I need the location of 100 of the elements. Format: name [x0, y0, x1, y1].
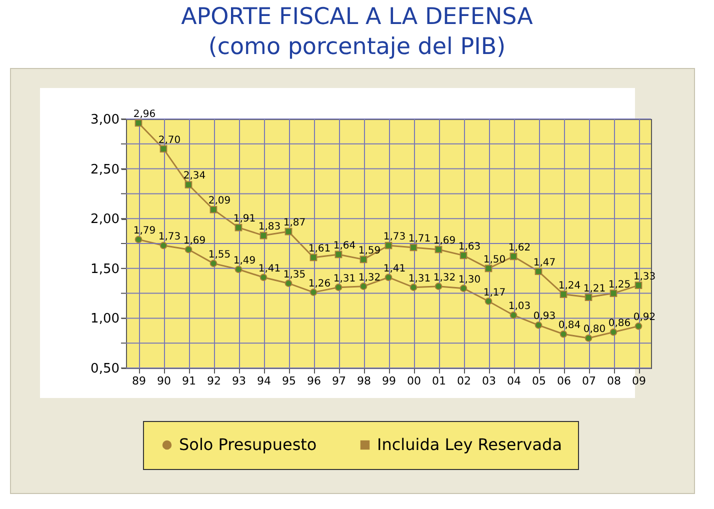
- point: [560, 290, 568, 298]
- data-label: 1,41: [383, 263, 406, 274]
- data-label: 1,69: [433, 235, 456, 246]
- point: [184, 181, 192, 188]
- point: [234, 266, 242, 274]
- point: [534, 322, 542, 329]
- data-label: 1,64: [333, 240, 356, 252]
- x-tick-label: 94: [257, 374, 271, 388]
- data-label: 1,62: [508, 242, 531, 254]
- point: [260, 232, 268, 240]
- data-label: 1,59: [358, 245, 381, 256]
- point: [484, 264, 492, 272]
- data-label: 1,31: [333, 273, 356, 284]
- data-label: 0,93: [533, 311, 556, 322]
- x-tick-label: 92: [207, 374, 221, 388]
- point: [460, 284, 468, 292]
- data-label: 1,35: [283, 269, 306, 280]
- point: [134, 119, 142, 127]
- x-tick-label: 02: [457, 374, 471, 388]
- x-tick-label: 06: [557, 374, 571, 388]
- data-label: 1,91: [233, 214, 256, 225]
- data-label: 1,25: [608, 279, 631, 290]
- y-tick-label: 1,50: [90, 262, 120, 277]
- point: [610, 328, 618, 336]
- x-tick-label: 98: [357, 374, 371, 388]
- y-tick-label: 3,00: [90, 112, 120, 128]
- data-label: 1,17: [483, 287, 506, 298]
- y-tick-label: 1,00: [90, 312, 120, 327]
- point: [360, 282, 368, 290]
- data-label: 1,73: [158, 231, 181, 242]
- point: [260, 274, 268, 282]
- point: [584, 294, 592, 301]
- data-label: 1,55: [208, 249, 231, 260]
- x-tick-label: 08: [607, 374, 621, 388]
- x-tick-label: 90: [157, 374, 171, 388]
- point: [334, 250, 342, 258]
- legend-label: Solo Presupuesto: [179, 435, 317, 454]
- data-label: 2,09: [208, 196, 231, 207]
- data-label: 0,84: [558, 320, 581, 332]
- point: [310, 288, 318, 296]
- data-label: 1,32: [433, 272, 456, 284]
- point: [210, 260, 218, 268]
- point: [334, 284, 342, 291]
- x-tick-label: 89: [132, 374, 146, 388]
- x-tick-label: 07: [582, 374, 596, 388]
- legend-label: Incluida Ley Reservada: [377, 435, 562, 454]
- point: [360, 256, 368, 264]
- data-label: 1,61: [308, 243, 331, 254]
- data-label: 1,24: [558, 280, 581, 292]
- data-label: 1,32: [358, 272, 381, 284]
- data-label: 1,71: [408, 233, 431, 244]
- data-label: 1,83: [258, 222, 281, 233]
- point: [284, 280, 292, 287]
- data-label: 1,21: [583, 283, 606, 294]
- point: [560, 330, 568, 338]
- point: [584, 334, 592, 342]
- point: [634, 282, 642, 289]
- data-label: 2,70: [158, 134, 181, 146]
- data-label: 1,31: [408, 273, 431, 284]
- point: [160, 242, 168, 250]
- data-label: 1,30: [458, 274, 481, 286]
- point: [384, 242, 392, 250]
- x-tick-label: 95: [282, 374, 296, 388]
- y-tick-label: 2,00: [90, 212, 120, 228]
- data-label: 1,03: [508, 301, 531, 312]
- data-label: 1,50: [483, 254, 506, 266]
- x-tick-label: 93: [232, 374, 246, 388]
- x-tick-label: 00: [407, 374, 421, 388]
- x-tick-label: 01: [432, 374, 446, 388]
- x-tick-label: 99: [382, 374, 396, 388]
- data-label: 2,96: [133, 108, 156, 120]
- point: [134, 236, 142, 244]
- point: [634, 322, 642, 330]
- x-tick-label: 03: [482, 374, 496, 388]
- x-tick-label: 05: [532, 374, 546, 388]
- data-label: 1,69: [183, 235, 206, 246]
- point: [434, 282, 442, 290]
- point: [234, 224, 242, 232]
- point: [284, 228, 292, 236]
- x-tick-label: 09: [632, 374, 646, 388]
- point: [384, 274, 392, 282]
- point: [210, 206, 218, 214]
- point: [610, 290, 618, 297]
- point: [484, 298, 492, 305]
- data-label: 1,49: [233, 255, 256, 266]
- point: [410, 244, 418, 252]
- data-label: 1,47: [533, 257, 556, 268]
- data-label: 1,73: [383, 231, 406, 242]
- y-tick-label: 0,50: [90, 362, 120, 376]
- data-label: 1,79: [133, 226, 156, 237]
- x-tick-label: 04: [507, 374, 521, 388]
- data-label: 1,26: [308, 278, 331, 290]
- data-label: 0,86: [608, 318, 631, 330]
- point: [510, 312, 518, 319]
- data-label: 1,63: [458, 241, 481, 252]
- x-tick-label: 91: [182, 374, 196, 388]
- point: [434, 246, 442, 254]
- point: [160, 145, 168, 153]
- point: [310, 254, 318, 262]
- point: [460, 252, 468, 260]
